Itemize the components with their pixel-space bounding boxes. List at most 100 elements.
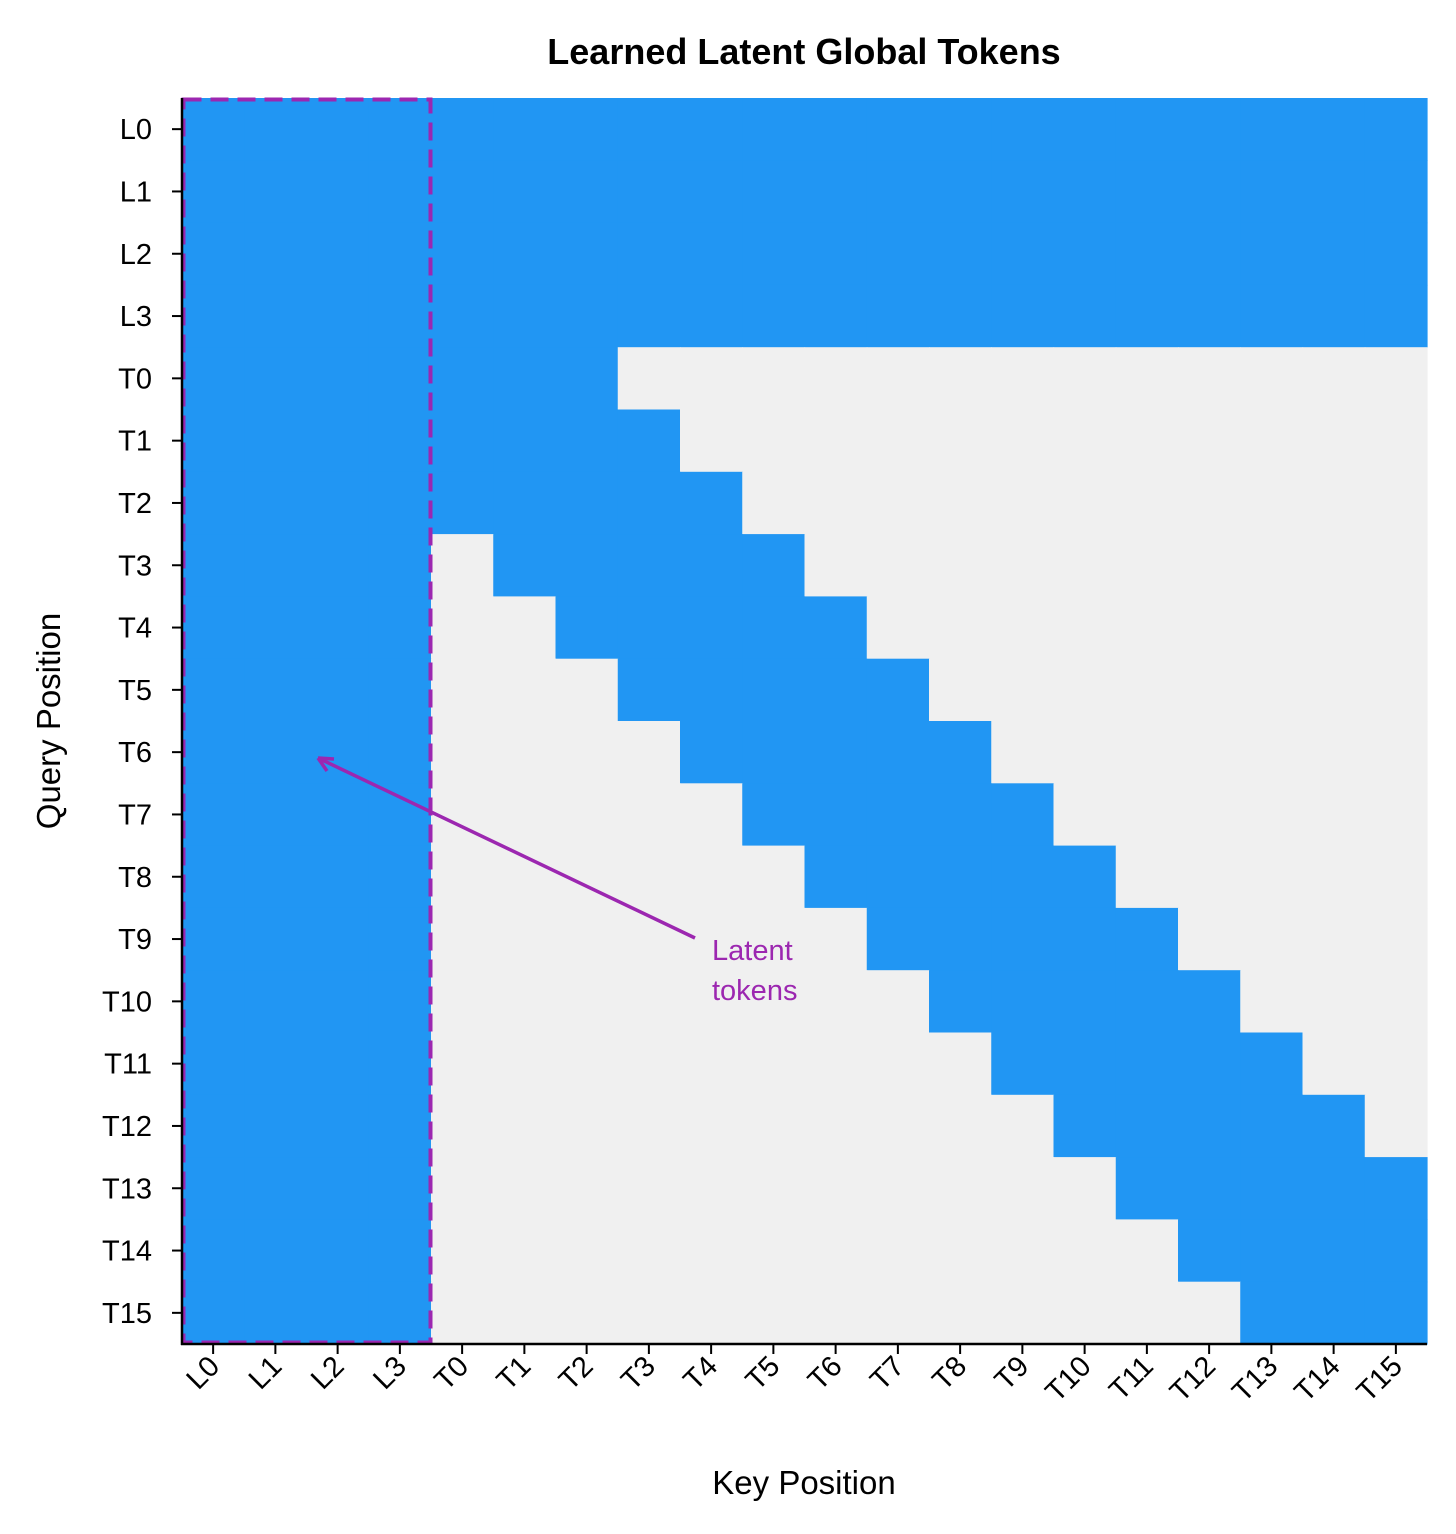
heatmap-cell: [742, 658, 806, 722]
heatmap-cell: [244, 409, 308, 473]
heatmap-cell: [1240, 596, 1304, 660]
heatmap-cell: [368, 907, 432, 971]
heatmap-cell: [742, 284, 806, 348]
x-axis-label: Key Position: [712, 1464, 895, 1501]
heatmap-cell: [617, 222, 681, 286]
heatmap-cell: [804, 1032, 868, 1096]
heatmap-cell: [1240, 845, 1304, 909]
x-tick-label: T5: [740, 1350, 787, 1397]
heatmap-cell: [866, 1281, 930, 1345]
heatmap-cell: [1178, 721, 1241, 784]
heatmap-cell: [1240, 1094, 1304, 1158]
heatmap-cell: [493, 907, 557, 971]
heatmap-cell: [368, 845, 432, 909]
x-tick-labels: L0 L1 L2 L3 T0 T1 T2 T3 T4 T5 T6 T7 T8 T9 T10 T11 T12 T13…: [181, 1350, 1409, 1408]
heatmap-cell: [866, 721, 930, 784]
heatmap-cell: [680, 658, 743, 722]
heatmap-cell: [244, 1032, 308, 1096]
heatmap-cell: [1364, 970, 1428, 1034]
heatmap-cell: [431, 658, 494, 722]
heatmap-cell: [244, 534, 308, 597]
heatmap-cell: [1115, 970, 1179, 1034]
heatmap-cell: [1302, 98, 1366, 161]
heatmap-cell: [680, 409, 743, 473]
heatmap-cell: [1240, 1219, 1304, 1283]
heatmap-cell: [182, 1094, 245, 1158]
heatmap-cell: [680, 596, 743, 660]
heatmap-cell: [431, 1157, 494, 1220]
x-tick-label: T11: [1103, 1350, 1159, 1406]
heatmap-cell: [1115, 160, 1179, 224]
x-tick-label: T4: [678, 1350, 725, 1397]
heatmap-cell: [866, 1094, 930, 1158]
heatmap-cell: [244, 721, 308, 784]
heatmap-cell: [493, 284, 557, 348]
heatmap-cell: [1115, 845, 1179, 909]
heatmap-cell: [1364, 1157, 1428, 1220]
heatmap-cell: [1302, 160, 1366, 224]
heatmap-cell: [1053, 98, 1117, 161]
heatmap-cell: [1053, 534, 1117, 597]
heatmap-cell: [866, 534, 930, 597]
y-tick-label: L1: [120, 176, 152, 208]
heatmap-cell: [368, 409, 432, 473]
heatmap-cell: [182, 1219, 245, 1283]
heatmap-cell: [1302, 783, 1366, 847]
heatmap-cell: [991, 1281, 1055, 1345]
heatmap-cell: [493, 721, 557, 784]
heatmap-cell: [804, 1094, 868, 1158]
y-tick-label: T5: [118, 675, 152, 707]
heatmap-cell: [1115, 1219, 1179, 1283]
heatmap-cell: [1178, 783, 1241, 847]
heatmap-cell: [929, 222, 992, 286]
x-tick-label: T13: [1226, 1350, 1284, 1408]
heatmap-cell: [1240, 284, 1304, 348]
heatmap-cell: [1053, 970, 1117, 1034]
heatmap-cell: [866, 409, 930, 473]
heatmap-cell: [431, 284, 494, 348]
heatmap-cell: [1115, 907, 1179, 971]
heatmap-cell: [182, 534, 245, 597]
heatmap-cell: [929, 471, 992, 535]
heatmap-cell: [1302, 970, 1366, 1034]
heatmap-cell: [1115, 1157, 1179, 1220]
y-tick-label: T0: [118, 363, 152, 395]
heatmap-cell: [1115, 1094, 1179, 1158]
y-tick-label: T3: [118, 550, 152, 582]
heatmap-cell: [991, 98, 1055, 161]
heatmap-cell: [493, 160, 557, 224]
heatmap-cell: [991, 721, 1055, 784]
heatmap-cell: [1178, 1157, 1241, 1220]
heatmap-cell: [1178, 970, 1241, 1034]
y-tick-label: T6: [118, 737, 152, 769]
heatmap-cell: [1053, 471, 1117, 535]
heatmap-cell: [431, 1032, 494, 1096]
heatmap-cell: [866, 1032, 930, 1096]
y-tick-labels: L0 L1 L2 L3 T0 T1 T2 T3 T4 T5 T6 T7 T8 T9 T10 T11 T12 T13…: [102, 114, 152, 1330]
heatmap-cell: [1053, 347, 1117, 411]
heatmap-cell: [617, 1157, 681, 1220]
heatmap-cell: [182, 907, 245, 971]
heatmap-cell: [929, 1032, 992, 1096]
heatmap-cell: [929, 409, 992, 473]
heatmap-cell: [804, 970, 868, 1034]
heatmap-cell: [1178, 845, 1241, 909]
heatmap-cell: [1178, 284, 1241, 348]
heatmap-cell: [866, 160, 930, 224]
y-axis-label: Query Position: [30, 613, 67, 829]
x-tick-label: T9: [989, 1350, 1036, 1397]
heatmap-cell: [1115, 1281, 1179, 1345]
heatmap-cell: [804, 160, 868, 224]
heatmap-cell: [431, 98, 494, 161]
heatmap-cell: [182, 409, 245, 473]
heatmap-cell: [1302, 1094, 1366, 1158]
heatmap-cell: [555, 284, 619, 348]
heatmap-cell: [680, 160, 743, 224]
heatmap-cell: [431, 1281, 494, 1345]
heatmap-cell: [1115, 721, 1179, 784]
chart-title: Learned Latent Global Tokens: [547, 31, 1060, 72]
heatmap-cell: [1115, 658, 1179, 722]
y-tick-label: T14: [102, 1236, 152, 1268]
heatmap-cell: [742, 222, 806, 286]
